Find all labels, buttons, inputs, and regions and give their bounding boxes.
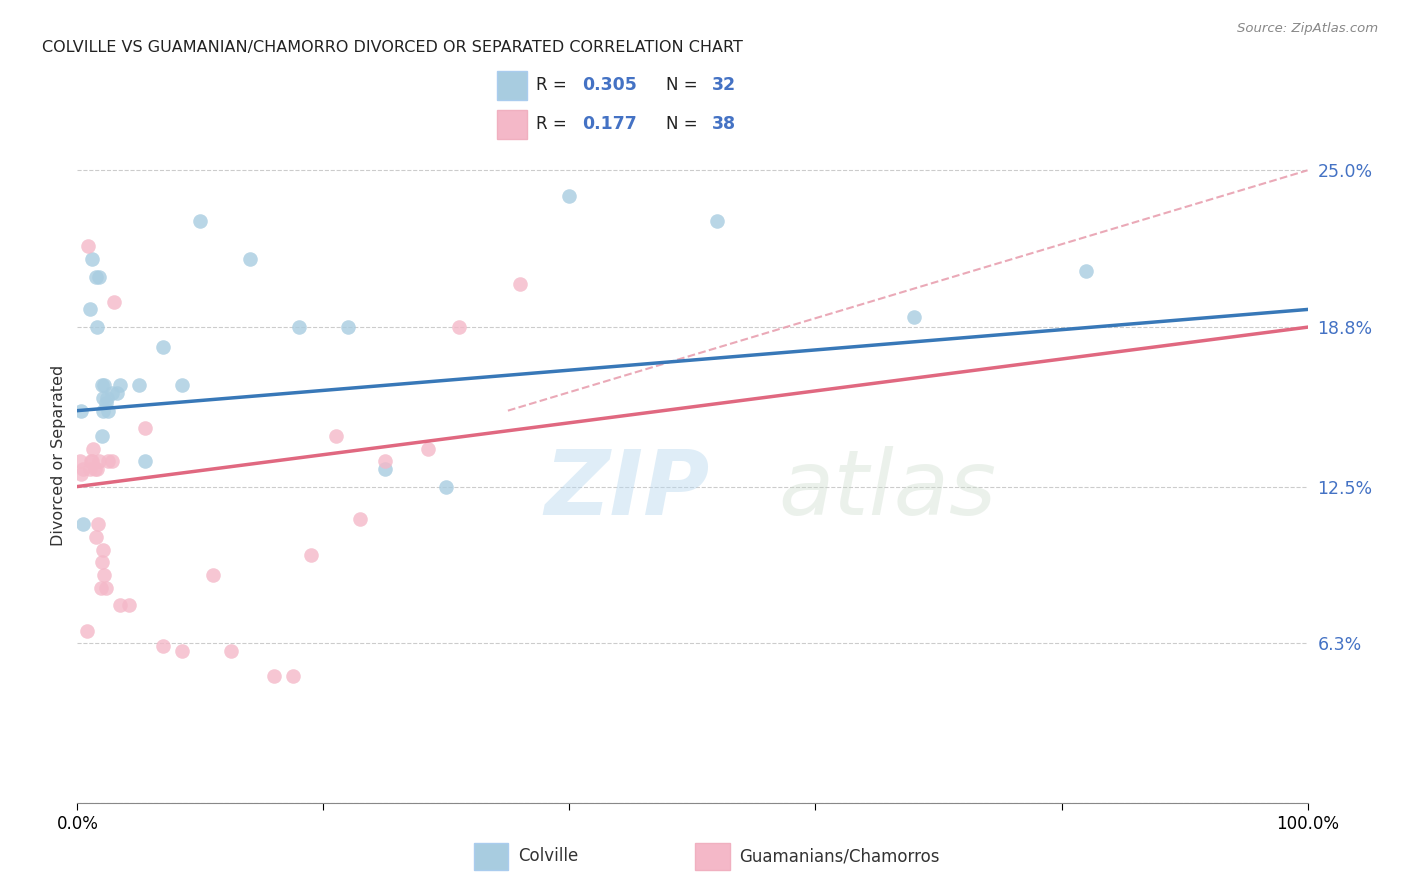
- Point: [91, 542, 114, 557]
- Point: [72, 517, 94, 532]
- Point: [706, 214, 728, 228]
- Point: [86, 462, 108, 476]
- Point: [134, 421, 156, 435]
- Point: [110, 378, 132, 392]
- Point: [325, 429, 347, 443]
- Point: [93, 378, 115, 392]
- Point: [89, 269, 111, 284]
- Text: COLVILLE VS GUAMANIAN/CHAMORRO DIVORCED OR SEPARATED CORRELATION CHART: COLVILLE VS GUAMANIAN/CHAMORRO DIVORCED …: [42, 40, 742, 55]
- Text: Colville: Colville: [517, 847, 578, 865]
- Point: [374, 454, 396, 468]
- Point: [436, 479, 458, 493]
- Point: [90, 429, 114, 443]
- Point: [152, 639, 174, 653]
- Text: 0.305: 0.305: [582, 77, 637, 95]
- Point: [118, 599, 141, 613]
- Point: [134, 454, 156, 468]
- Point: [103, 294, 125, 309]
- Y-axis label: Divorced or Separated: Divorced or Separated: [51, 364, 66, 546]
- Point: [82, 252, 104, 266]
- Bar: [474, 843, 509, 870]
- Point: [80, 454, 103, 468]
- Point: [101, 386, 124, 401]
- Point: [76, 624, 98, 638]
- Point: [90, 378, 114, 392]
- Text: 0.177: 0.177: [582, 115, 637, 133]
- Point: [91, 403, 114, 417]
- Point: [79, 302, 101, 317]
- Point: [558, 188, 581, 202]
- Bar: [695, 843, 730, 870]
- Point: [101, 454, 124, 468]
- Point: [374, 462, 396, 476]
- Text: 38: 38: [711, 115, 735, 133]
- Point: [87, 517, 110, 532]
- Point: [91, 391, 114, 405]
- Point: [93, 568, 115, 582]
- Point: [201, 568, 224, 582]
- Point: [77, 239, 100, 253]
- Point: [84, 269, 107, 284]
- Point: [105, 386, 128, 401]
- Text: Source: ZipAtlas.com: Source: ZipAtlas.com: [1237, 22, 1378, 36]
- Text: N =: N =: [666, 77, 697, 95]
- Point: [82, 454, 104, 468]
- Point: [170, 644, 193, 658]
- Point: [90, 556, 114, 570]
- Point: [89, 454, 111, 468]
- Point: [69, 454, 91, 468]
- Point: [82, 442, 104, 456]
- Point: [84, 530, 107, 544]
- Point: [288, 320, 311, 334]
- Point: [170, 378, 193, 392]
- Point: [72, 462, 94, 476]
- Point: [83, 462, 105, 476]
- Point: [70, 467, 93, 481]
- Text: R =: R =: [537, 77, 567, 95]
- Point: [128, 378, 150, 392]
- Text: 32: 32: [711, 77, 735, 95]
- Point: [239, 252, 262, 266]
- Text: R =: R =: [537, 115, 567, 133]
- Point: [263, 669, 285, 683]
- Point: [447, 320, 470, 334]
- Bar: [498, 71, 527, 100]
- Point: [94, 581, 117, 595]
- Point: [97, 403, 120, 417]
- Point: [188, 214, 212, 228]
- Point: [337, 320, 360, 334]
- Point: [70, 403, 93, 417]
- Point: [97, 454, 120, 468]
- Point: [281, 669, 304, 683]
- Point: [349, 512, 371, 526]
- Point: [96, 391, 118, 405]
- Point: [219, 644, 242, 658]
- Bar: [498, 110, 527, 139]
- Text: atlas: atlas: [779, 446, 997, 533]
- Point: [94, 396, 117, 410]
- Point: [79, 462, 101, 476]
- Point: [86, 320, 108, 334]
- Point: [152, 340, 174, 354]
- Text: N =: N =: [666, 115, 697, 133]
- Point: [299, 548, 322, 562]
- Text: ZIP: ZIP: [546, 446, 710, 533]
- Point: [416, 442, 439, 456]
- Point: [509, 277, 531, 292]
- Point: [90, 581, 112, 595]
- Point: [110, 599, 132, 613]
- Text: Guamanians/Chamorros: Guamanians/Chamorros: [740, 847, 941, 865]
- Point: [903, 310, 925, 324]
- Point: [1076, 264, 1098, 278]
